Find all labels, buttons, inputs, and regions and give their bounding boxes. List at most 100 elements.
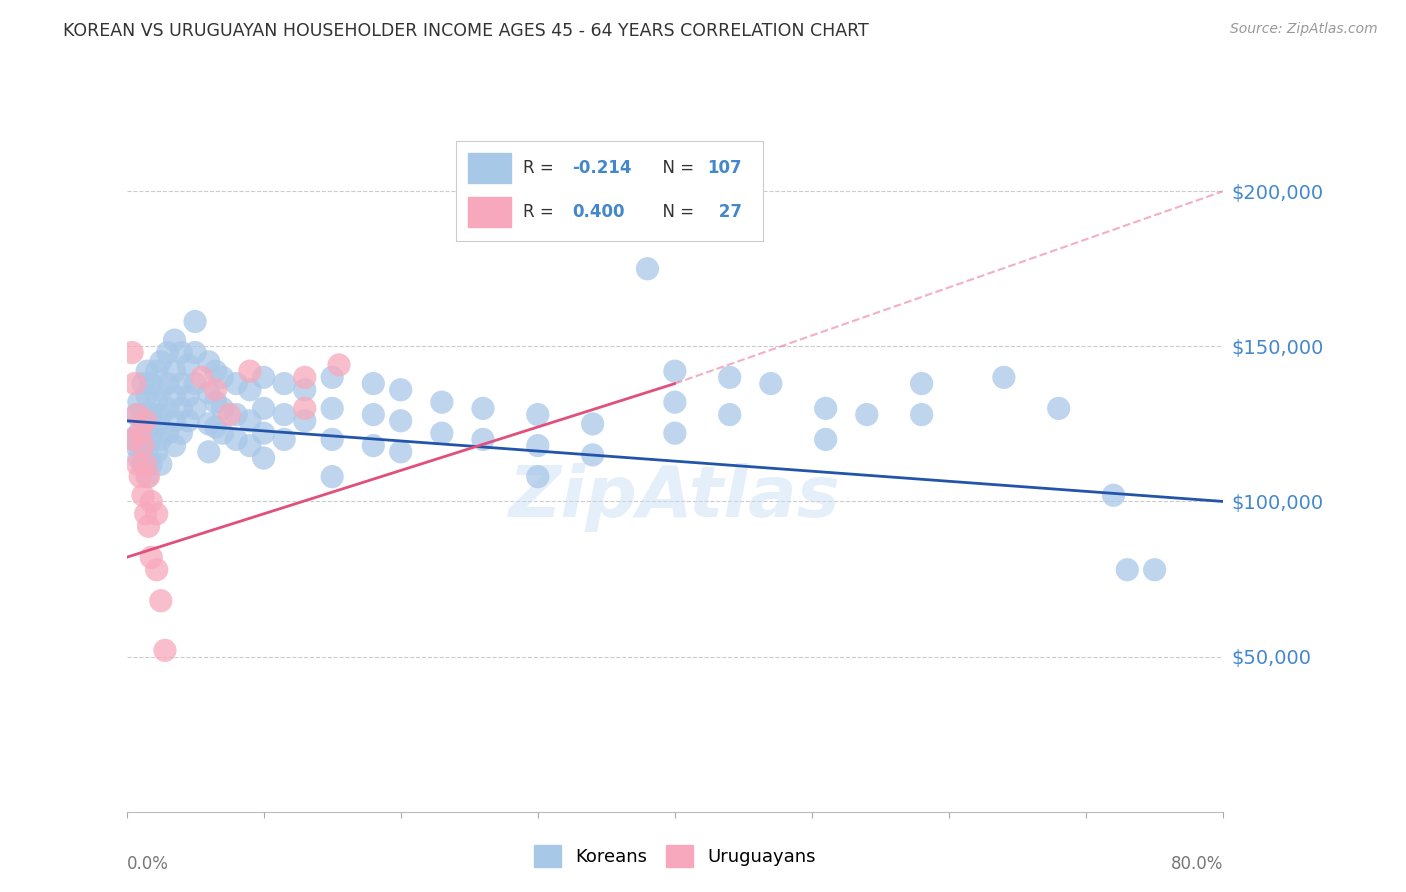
Point [163,333,186,347]
Point [163,414,186,428]
Point [136,445,159,459]
Text: R =: R = [523,202,560,221]
Point [718,370,741,384]
Point [135,414,157,428]
Point [122,433,145,447]
Point [141,433,163,447]
Point [170,426,193,441]
Point [127,457,149,471]
Point [664,395,686,409]
Point [197,355,219,369]
Point [177,358,200,372]
Point [136,389,159,403]
Point [759,376,782,391]
Point [170,401,193,416]
Point [149,383,172,397]
Point [149,593,172,607]
Point [129,426,152,441]
Point [132,433,155,447]
Point [273,376,295,391]
Text: 0.400: 0.400 [572,202,624,221]
Point [273,433,295,447]
Point [993,370,1015,384]
Point [1102,488,1125,502]
Text: R =: R = [523,159,560,177]
Point [141,457,163,471]
Point [125,439,148,453]
Point [911,376,934,391]
Point [136,469,159,483]
Point [132,439,155,453]
Point [132,408,155,422]
Point [211,370,233,384]
Point [125,408,148,422]
Point [294,383,316,397]
Point [664,426,686,441]
Text: Source: ZipAtlas.com: Source: ZipAtlas.com [1230,22,1378,37]
Text: 80.0%: 80.0% [1171,855,1223,872]
Text: 27: 27 [713,202,742,221]
Point [121,433,143,447]
Point [132,488,155,502]
Bar [468,197,510,227]
Point [170,376,193,391]
Point [184,314,207,328]
Point [637,261,659,276]
Point [211,426,233,441]
Point [582,417,605,431]
Point [363,376,385,391]
Point [197,385,219,400]
Text: N =: N = [652,202,699,221]
Point [145,563,167,577]
Point [225,433,247,447]
Point [156,426,179,441]
Point [156,401,179,416]
Point [149,355,172,369]
Point [430,395,453,409]
Point [472,401,495,416]
Text: ZipAtlas: ZipAtlas [509,463,841,533]
Text: 107: 107 [707,159,742,177]
Point [856,408,879,422]
Point [132,376,155,391]
Point [197,417,219,431]
Point [321,401,343,416]
Point [527,469,550,483]
Point [124,376,146,391]
Point [718,408,741,422]
Point [389,383,412,397]
Point [135,507,157,521]
Point [197,445,219,459]
Point [127,408,149,422]
Point [527,408,550,422]
Point [225,376,247,391]
Point [204,383,226,397]
Point [253,401,276,416]
Point [328,358,350,372]
Point [145,507,167,521]
Text: N =: N = [652,159,699,177]
Point [389,414,412,428]
Point [177,389,200,403]
Point [527,439,550,453]
Text: 0.0%: 0.0% [127,855,169,872]
Point [1116,563,1139,577]
Point [156,376,179,391]
Point [156,345,179,359]
Point [184,376,207,391]
Point [273,408,295,422]
Point [121,345,143,359]
Point [211,401,233,416]
Point [145,420,167,434]
Point [128,426,150,441]
Point [138,519,160,533]
Point [814,401,837,416]
Point [294,414,316,428]
Point [135,457,157,471]
Point [204,364,226,378]
Point [184,345,207,359]
Point [141,550,163,565]
Point [321,433,343,447]
Point [145,364,167,378]
Point [177,414,200,428]
